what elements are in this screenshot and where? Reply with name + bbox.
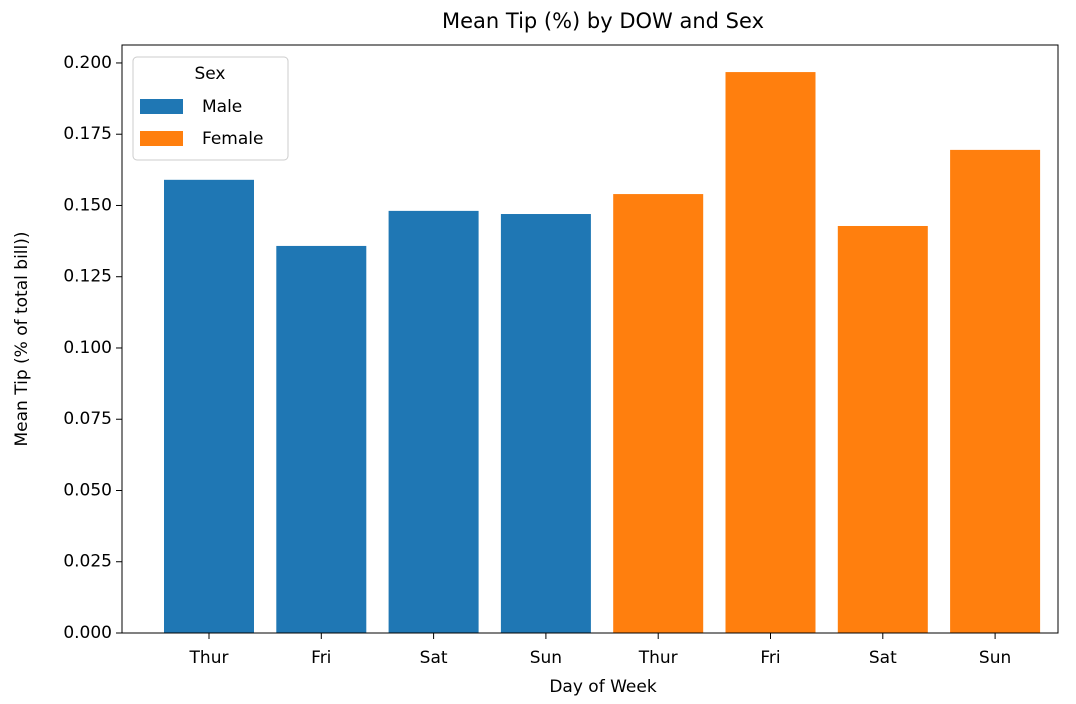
y-tick-label: 0.050 — [63, 480, 112, 500]
bar — [613, 194, 704, 633]
legend-label: Female — [202, 129, 263, 149]
legend-title: Sex — [194, 64, 225, 84]
y-tick-label: 0.125 — [63, 267, 112, 287]
x-tick-label: Fri — [311, 648, 331, 668]
y-tick-label: 0.025 — [63, 552, 112, 572]
y-axis-label: Mean Tip (% of total bill)) — [12, 232, 32, 447]
y-tick-label: 0.150 — [63, 195, 112, 215]
y-tick-label: 0.000 — [63, 623, 112, 643]
legend-swatch — [140, 131, 183, 146]
legend-swatch — [140, 99, 183, 114]
bar — [725, 72, 816, 633]
y-tick-label: 0.100 — [63, 338, 112, 358]
bar — [164, 179, 254, 634]
bar — [950, 149, 1041, 633]
bar — [388, 210, 479, 633]
x-tick-label: Sun — [979, 648, 1011, 668]
x-tick-label: Fri — [760, 648, 780, 668]
x-tick-label: Sat — [420, 648, 448, 668]
x-tick-label: Sat — [869, 648, 897, 668]
y-tick-label: 0.175 — [63, 124, 112, 144]
bar — [276, 245, 367, 634]
bar — [500, 214, 591, 633]
y-tick-label: 0.200 — [63, 53, 112, 73]
chart-title: Mean Tip (%) by DOW and Sex — [442, 9, 764, 33]
bar — [837, 225, 928, 634]
x-tick-label: Thur — [638, 648, 678, 668]
legend-label: Male — [202, 97, 242, 117]
y-tick-label: 0.075 — [63, 409, 112, 429]
x-tick-label: Sun — [530, 648, 562, 668]
x-tick-label: Thur — [189, 648, 229, 668]
axes-frame — [121, 44, 1059, 634]
x-axis-label: Day of Week — [549, 677, 656, 697]
